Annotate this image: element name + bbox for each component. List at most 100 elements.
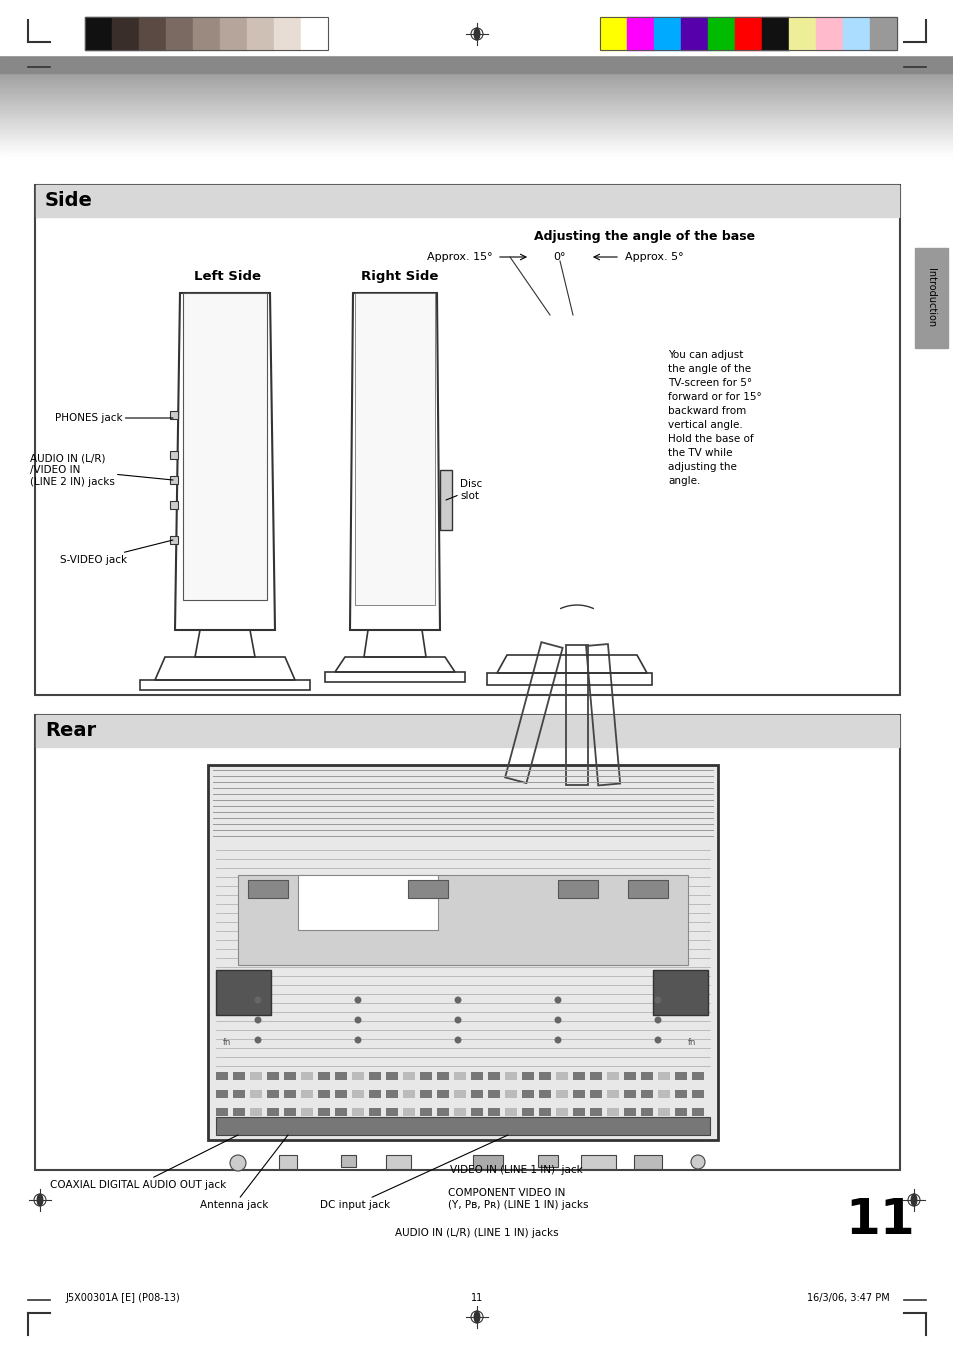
Bar — [473, 1155, 502, 1169]
Bar — [301, 1071, 313, 1079]
Bar — [0, 150, 953, 153]
Bar — [623, 1071, 636, 1079]
Bar — [573, 1090, 584, 1098]
Bar — [301, 1108, 313, 1116]
Bar — [573, 1108, 584, 1116]
Bar — [436, 1071, 449, 1079]
Bar — [626, 18, 654, 50]
Bar — [521, 1090, 534, 1098]
Bar — [558, 880, 598, 898]
Bar — [335, 1090, 347, 1098]
Bar — [278, 1155, 296, 1169]
Bar — [233, 1071, 245, 1079]
Bar — [352, 1090, 364, 1098]
Bar — [0, 92, 953, 95]
Bar — [0, 77, 953, 80]
Bar — [0, 145, 953, 147]
Bar — [580, 1155, 616, 1169]
Bar — [675, 1108, 686, 1116]
Bar — [436, 1108, 449, 1116]
Bar — [538, 1108, 551, 1116]
Bar — [0, 126, 953, 127]
Text: Approx. 15°: Approx. 15° — [427, 253, 493, 262]
Text: fn: fn — [687, 1038, 696, 1047]
Bar — [0, 115, 953, 118]
Bar — [419, 1090, 432, 1098]
Bar — [589, 1108, 601, 1116]
Bar — [0, 135, 953, 138]
Bar — [317, 1071, 330, 1079]
Text: Adjusting the angle of the base: Adjusting the angle of the base — [534, 230, 755, 243]
Text: VIDEO IN (LINE 1 IN)  jack: VIDEO IN (LINE 1 IN) jack — [450, 1165, 582, 1175]
Bar — [317, 1108, 330, 1116]
Bar — [623, 1108, 636, 1116]
Bar — [267, 1071, 278, 1079]
Circle shape — [454, 1036, 461, 1043]
Circle shape — [355, 1016, 361, 1024]
Text: 11: 11 — [844, 1196, 914, 1244]
Text: Right Side: Right Side — [361, 270, 438, 282]
Bar — [369, 1090, 380, 1098]
Bar — [640, 1090, 652, 1098]
Text: COAXIAL DIGITAL AUDIO OUT jack: COAXIAL DIGITAL AUDIO OUT jack — [50, 1135, 237, 1190]
Bar — [589, 1071, 601, 1079]
Bar — [454, 1090, 465, 1098]
Bar — [369, 1071, 380, 1079]
Bar — [556, 1108, 567, 1116]
Bar — [215, 1090, 228, 1098]
Text: fn: fn — [223, 1038, 232, 1047]
Text: 16/3/06, 3:47 PM: 16/3/06, 3:47 PM — [806, 1293, 889, 1302]
Text: Introduction: Introduction — [925, 269, 936, 327]
Bar — [419, 1071, 432, 1079]
Bar — [208, 765, 718, 1140]
Bar — [0, 85, 953, 88]
Bar — [521, 1071, 534, 1079]
Bar — [325, 671, 464, 682]
Bar — [761, 18, 788, 50]
Bar — [0, 0, 953, 55]
Bar — [402, 1071, 415, 1079]
Bar — [658, 1071, 669, 1079]
Bar — [301, 1090, 313, 1098]
Bar — [454, 1108, 465, 1116]
Bar — [335, 1071, 347, 1079]
Bar — [538, 1071, 551, 1079]
Bar — [408, 880, 448, 898]
Bar — [215, 1117, 709, 1135]
Bar — [183, 293, 267, 600]
Bar — [36, 715, 898, 747]
Bar — [112, 18, 139, 50]
Bar — [627, 880, 667, 898]
Text: AUDIO IN (L/R) (LINE 1 IN) jacks: AUDIO IN (L/R) (LINE 1 IN) jacks — [395, 1228, 558, 1238]
Bar — [250, 1090, 262, 1098]
Bar — [193, 18, 220, 50]
Bar — [471, 1090, 482, 1098]
Bar — [0, 55, 953, 73]
Bar — [170, 536, 178, 544]
Circle shape — [690, 1155, 704, 1169]
Bar — [85, 18, 112, 50]
Bar — [640, 1108, 652, 1116]
Bar — [0, 73, 953, 76]
Text: Left Side: Left Side — [194, 270, 261, 282]
Bar — [297, 875, 437, 929]
Bar — [0, 91, 953, 92]
Bar — [521, 1108, 534, 1116]
Bar — [36, 185, 898, 218]
Text: 11: 11 — [471, 1293, 482, 1302]
Bar — [504, 1108, 517, 1116]
Text: 0°: 0° — [553, 253, 566, 262]
Bar — [486, 673, 651, 685]
Bar — [0, 80, 953, 82]
Bar — [0, 55, 953, 58]
Bar — [436, 1090, 449, 1098]
Bar — [386, 1108, 397, 1116]
Bar — [0, 132, 953, 135]
Bar — [599, 18, 626, 50]
Bar — [658, 1090, 669, 1098]
Bar — [35, 185, 899, 694]
Bar — [250, 1071, 262, 1079]
Bar — [0, 58, 953, 59]
Bar — [606, 1071, 618, 1079]
Bar — [0, 123, 953, 126]
